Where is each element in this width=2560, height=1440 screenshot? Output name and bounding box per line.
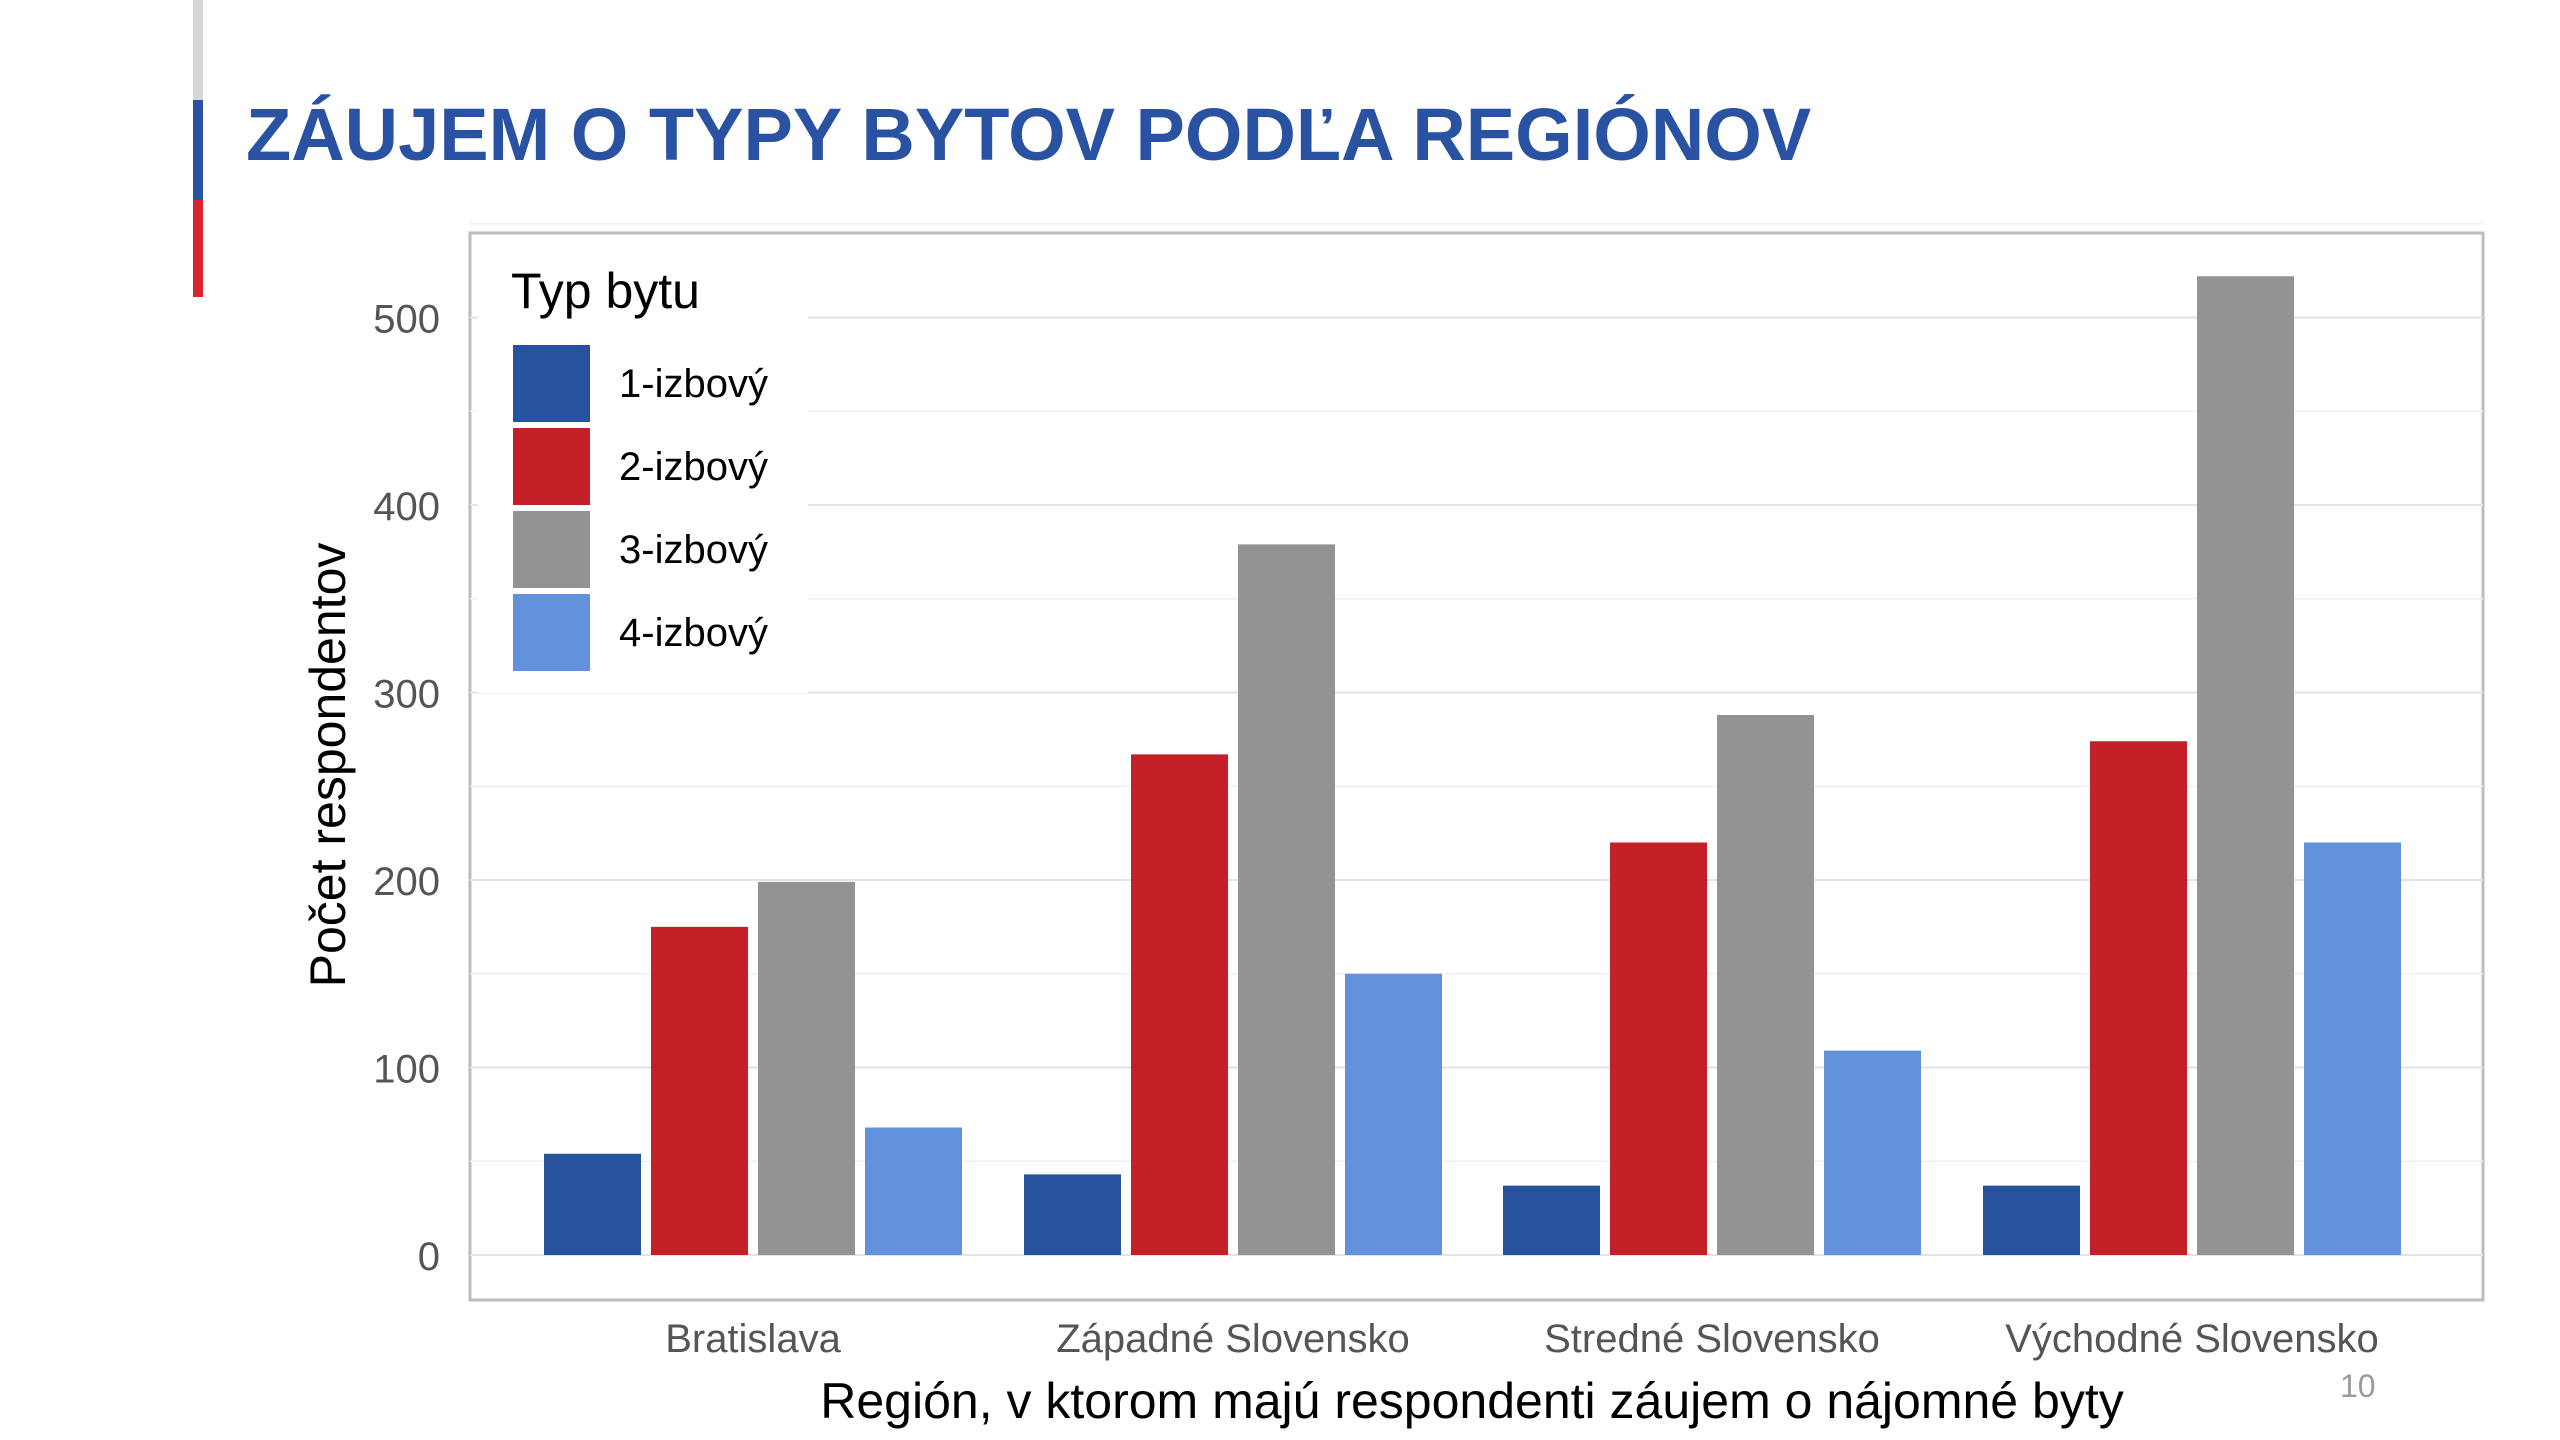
bar	[1345, 973, 1442, 1255]
bar	[2304, 842, 2401, 1255]
y-tick-label: 200	[373, 860, 440, 904]
y-tick-label: 100	[373, 1048, 440, 1092]
bar	[1717, 715, 1814, 1255]
legend-label: 4-izbový	[619, 611, 768, 655]
bar	[651, 926, 748, 1255]
x-tick-label: Stredné Slovensko	[1544, 1317, 1880, 1361]
legend-label: 1-izbový	[619, 362, 768, 406]
y-tick-label: 300	[373, 673, 440, 717]
legend: Typ bytu 1-izbový 2-izbový 3-izbový 4-izbový	[478, 243, 808, 693]
accent-bar-red	[193, 200, 203, 297]
bar	[544, 1153, 641, 1255]
bar-layer	[544, 276, 2401, 1255]
bar	[758, 881, 855, 1255]
legend-swatch	[513, 594, 590, 671]
x-tick-label: Západné Slovensko	[1056, 1317, 1410, 1361]
y-tick-label: 500	[373, 298, 440, 342]
tick-layer: 0 100 200 300 400 500 Bratislava Západné Sloven…	[373, 298, 2379, 1362]
legend-label: 3-izbový	[619, 528, 768, 572]
legend-swatch	[513, 511, 590, 588]
bar	[1503, 1185, 1600, 1255]
accent-bar-gray	[193, 0, 203, 100]
legend-swatch	[513, 428, 590, 505]
page-number: 10	[2340, 1368, 2376, 1404]
bar	[865, 1127, 962, 1255]
accent-bar-blue	[193, 100, 203, 200]
legend-label: 2-izbový	[619, 445, 768, 489]
x-axis-label: Región, v ktorom majú respondenti záujem…	[820, 1373, 2123, 1429]
bar	[1024, 1174, 1121, 1255]
bar	[1131, 754, 1228, 1255]
legend-title: Typ bytu	[511, 263, 700, 319]
y-axis-label: Počet respondentov	[300, 543, 356, 988]
bar	[1983, 1185, 2080, 1255]
bar	[2197, 276, 2294, 1255]
bar	[1610, 842, 1707, 1255]
y-tick-label: 0	[418, 1235, 440, 1279]
x-tick-label: Bratislava	[665, 1317, 841, 1361]
bar	[1238, 544, 1335, 1255]
bar	[2090, 741, 2187, 1255]
slide-title: ZÁUJEM O TYPY BYTOV PODĽA REGIÓNOV	[246, 93, 1812, 176]
legend-swatch	[513, 345, 590, 422]
bar	[1824, 1050, 1921, 1255]
x-tick-label: Východné Slovensko	[2005, 1317, 2379, 1361]
y-tick-label: 400	[373, 485, 440, 529]
